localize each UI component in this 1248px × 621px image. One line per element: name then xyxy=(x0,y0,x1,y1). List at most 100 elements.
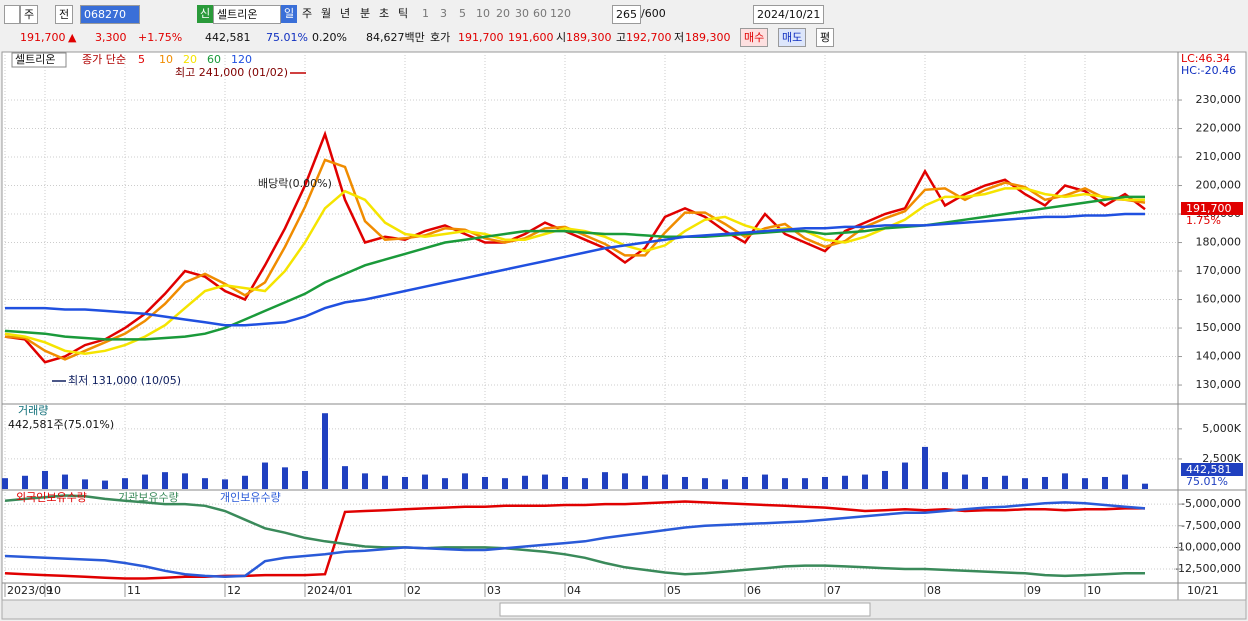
legend-entry: 10 xyxy=(159,53,173,66)
volume-bar xyxy=(902,462,908,489)
volume-bar xyxy=(322,413,328,489)
volume-bar xyxy=(502,478,508,489)
volume-bar xyxy=(1102,476,1108,489)
label: 고 xyxy=(616,31,627,44)
label: 호가 xyxy=(430,31,451,44)
volume-bar xyxy=(22,475,28,489)
volume-bar xyxy=(1062,473,1068,489)
volume-bar xyxy=(862,474,868,489)
volume-bar xyxy=(1042,476,1048,489)
price-tag-bg xyxy=(1181,202,1243,215)
frame xyxy=(1,51,1247,601)
volume-bar xyxy=(242,475,248,489)
annotation-high: 최고 241,000 (01/02) xyxy=(175,66,288,79)
volume-bar xyxy=(442,478,448,489)
legend-entry: 20 xyxy=(183,53,197,66)
interval[interactable]: 주 xyxy=(302,7,313,20)
interval[interactable]: 틱 xyxy=(398,7,409,20)
multiplier[interactable]: 3 xyxy=(440,7,447,20)
x-tick-label: 10 xyxy=(47,584,61,597)
market-select[interactable]: 전 xyxy=(55,5,74,24)
annotation-dividend: 배당락(0.00%) xyxy=(258,177,332,190)
x-tick-label: 12 xyxy=(227,584,241,597)
series-line xyxy=(5,212,1145,327)
multiplier[interactable]: 10 xyxy=(476,7,490,20)
y-tick-label: 140,000 xyxy=(1196,350,1242,363)
volume-bar xyxy=(662,474,668,489)
volume-rate: 75.01% xyxy=(266,31,308,44)
y-tick-label: 180,000 xyxy=(1196,236,1242,249)
volume-bar xyxy=(942,472,948,489)
interval[interactable]: 분 xyxy=(360,7,371,20)
date-input[interactable]: 2024/10/21 xyxy=(753,5,825,24)
multiplier[interactable]: 30 xyxy=(515,7,529,20)
y-tick-label: 220,000 xyxy=(1196,122,1242,135)
change: 3,300 xyxy=(95,31,127,44)
volume-bar xyxy=(602,472,608,489)
title-box xyxy=(11,52,67,68)
count-input[interactable]: 265 xyxy=(612,5,641,24)
x-tick-label: 08 xyxy=(927,584,941,597)
chart-title: 셀트리온 xyxy=(15,53,55,66)
menu-icon[interactable] xyxy=(4,5,20,24)
volume: 442,581 xyxy=(205,31,251,44)
volume-bar xyxy=(262,462,268,489)
x-tick-label: 11 xyxy=(127,584,141,597)
volume-bar xyxy=(562,476,568,489)
volume-bar xyxy=(402,476,408,489)
price-tag: 191,700 xyxy=(1186,202,1232,215)
series-line xyxy=(4,187,1145,355)
buy-button[interactable]: 매수 xyxy=(740,28,769,47)
new-badge: 신 xyxy=(197,5,214,23)
annotation-lc: LC:46.34 xyxy=(1181,52,1230,65)
x-tick-label: 2023/09 xyxy=(7,584,53,597)
chart-subtitle: 종가 단순 xyxy=(82,53,126,66)
volume-bar xyxy=(842,475,848,489)
volume-bar xyxy=(422,474,428,489)
multiplier[interactable]: 60 xyxy=(533,7,547,20)
volume-bar xyxy=(622,473,628,489)
interval[interactable]: 년 xyxy=(340,7,351,20)
volume-bar xyxy=(742,476,748,489)
change-tag: 1.75% xyxy=(1186,214,1221,227)
volume-bar xyxy=(922,446,928,489)
volume-bar xyxy=(82,479,88,489)
code-input[interactable]: 068270 xyxy=(80,5,140,24)
y-tick-label: -5,000,000 xyxy=(1181,497,1241,510)
multiplier[interactable]: 1 xyxy=(422,7,429,20)
y-tick-label: 210,000 xyxy=(1196,150,1242,163)
x-tick-label: 2024/01 xyxy=(307,584,353,597)
panel-title: 거래량 xyxy=(18,404,48,417)
volume-bar xyxy=(482,476,488,489)
y-tick-label: 160,000 xyxy=(1196,293,1242,306)
volume-bar xyxy=(2,478,8,489)
legend-entry: 기관보유수량 xyxy=(118,491,179,504)
legend-entry: 개인보유수량 xyxy=(220,491,281,504)
bid: 191,600 xyxy=(508,31,554,44)
series-line xyxy=(4,494,1145,578)
rate-tag: 75.01% xyxy=(1186,475,1228,488)
x-end-label: 10/21 xyxy=(1187,584,1219,597)
avg-button[interactable]: 평 xyxy=(816,28,835,47)
volume-tag: 442,581 xyxy=(1186,463,1232,476)
volume-bar xyxy=(162,472,168,489)
y-tick-label: 200,000 xyxy=(1196,179,1242,192)
interval[interactable]: 월 xyxy=(321,7,332,20)
change-arrow: ▲ xyxy=(68,31,77,44)
period-select[interactable]: 주 xyxy=(20,5,39,24)
y-tick-label: -10,000,000 xyxy=(1174,540,1241,553)
volume-bar xyxy=(1022,478,1028,489)
multiplier[interactable]: 20 xyxy=(496,7,510,20)
sell-button[interactable]: 매도 xyxy=(778,28,807,47)
x-tick-label: 04 xyxy=(567,584,581,597)
interval[interactable]: 초 xyxy=(379,7,390,20)
scroll-thumb[interactable] xyxy=(499,602,871,617)
low: 189,300 xyxy=(685,31,731,44)
multiplier[interactable]: 5 xyxy=(459,7,466,20)
y-tick-label: 150,000 xyxy=(1196,321,1242,334)
change-rate: +1.75% xyxy=(138,31,183,44)
multiplier[interactable]: 120 xyxy=(550,7,571,20)
legend-entry: 외국인보유수량 xyxy=(16,491,87,504)
interval-day[interactable]: 일 xyxy=(281,5,298,23)
